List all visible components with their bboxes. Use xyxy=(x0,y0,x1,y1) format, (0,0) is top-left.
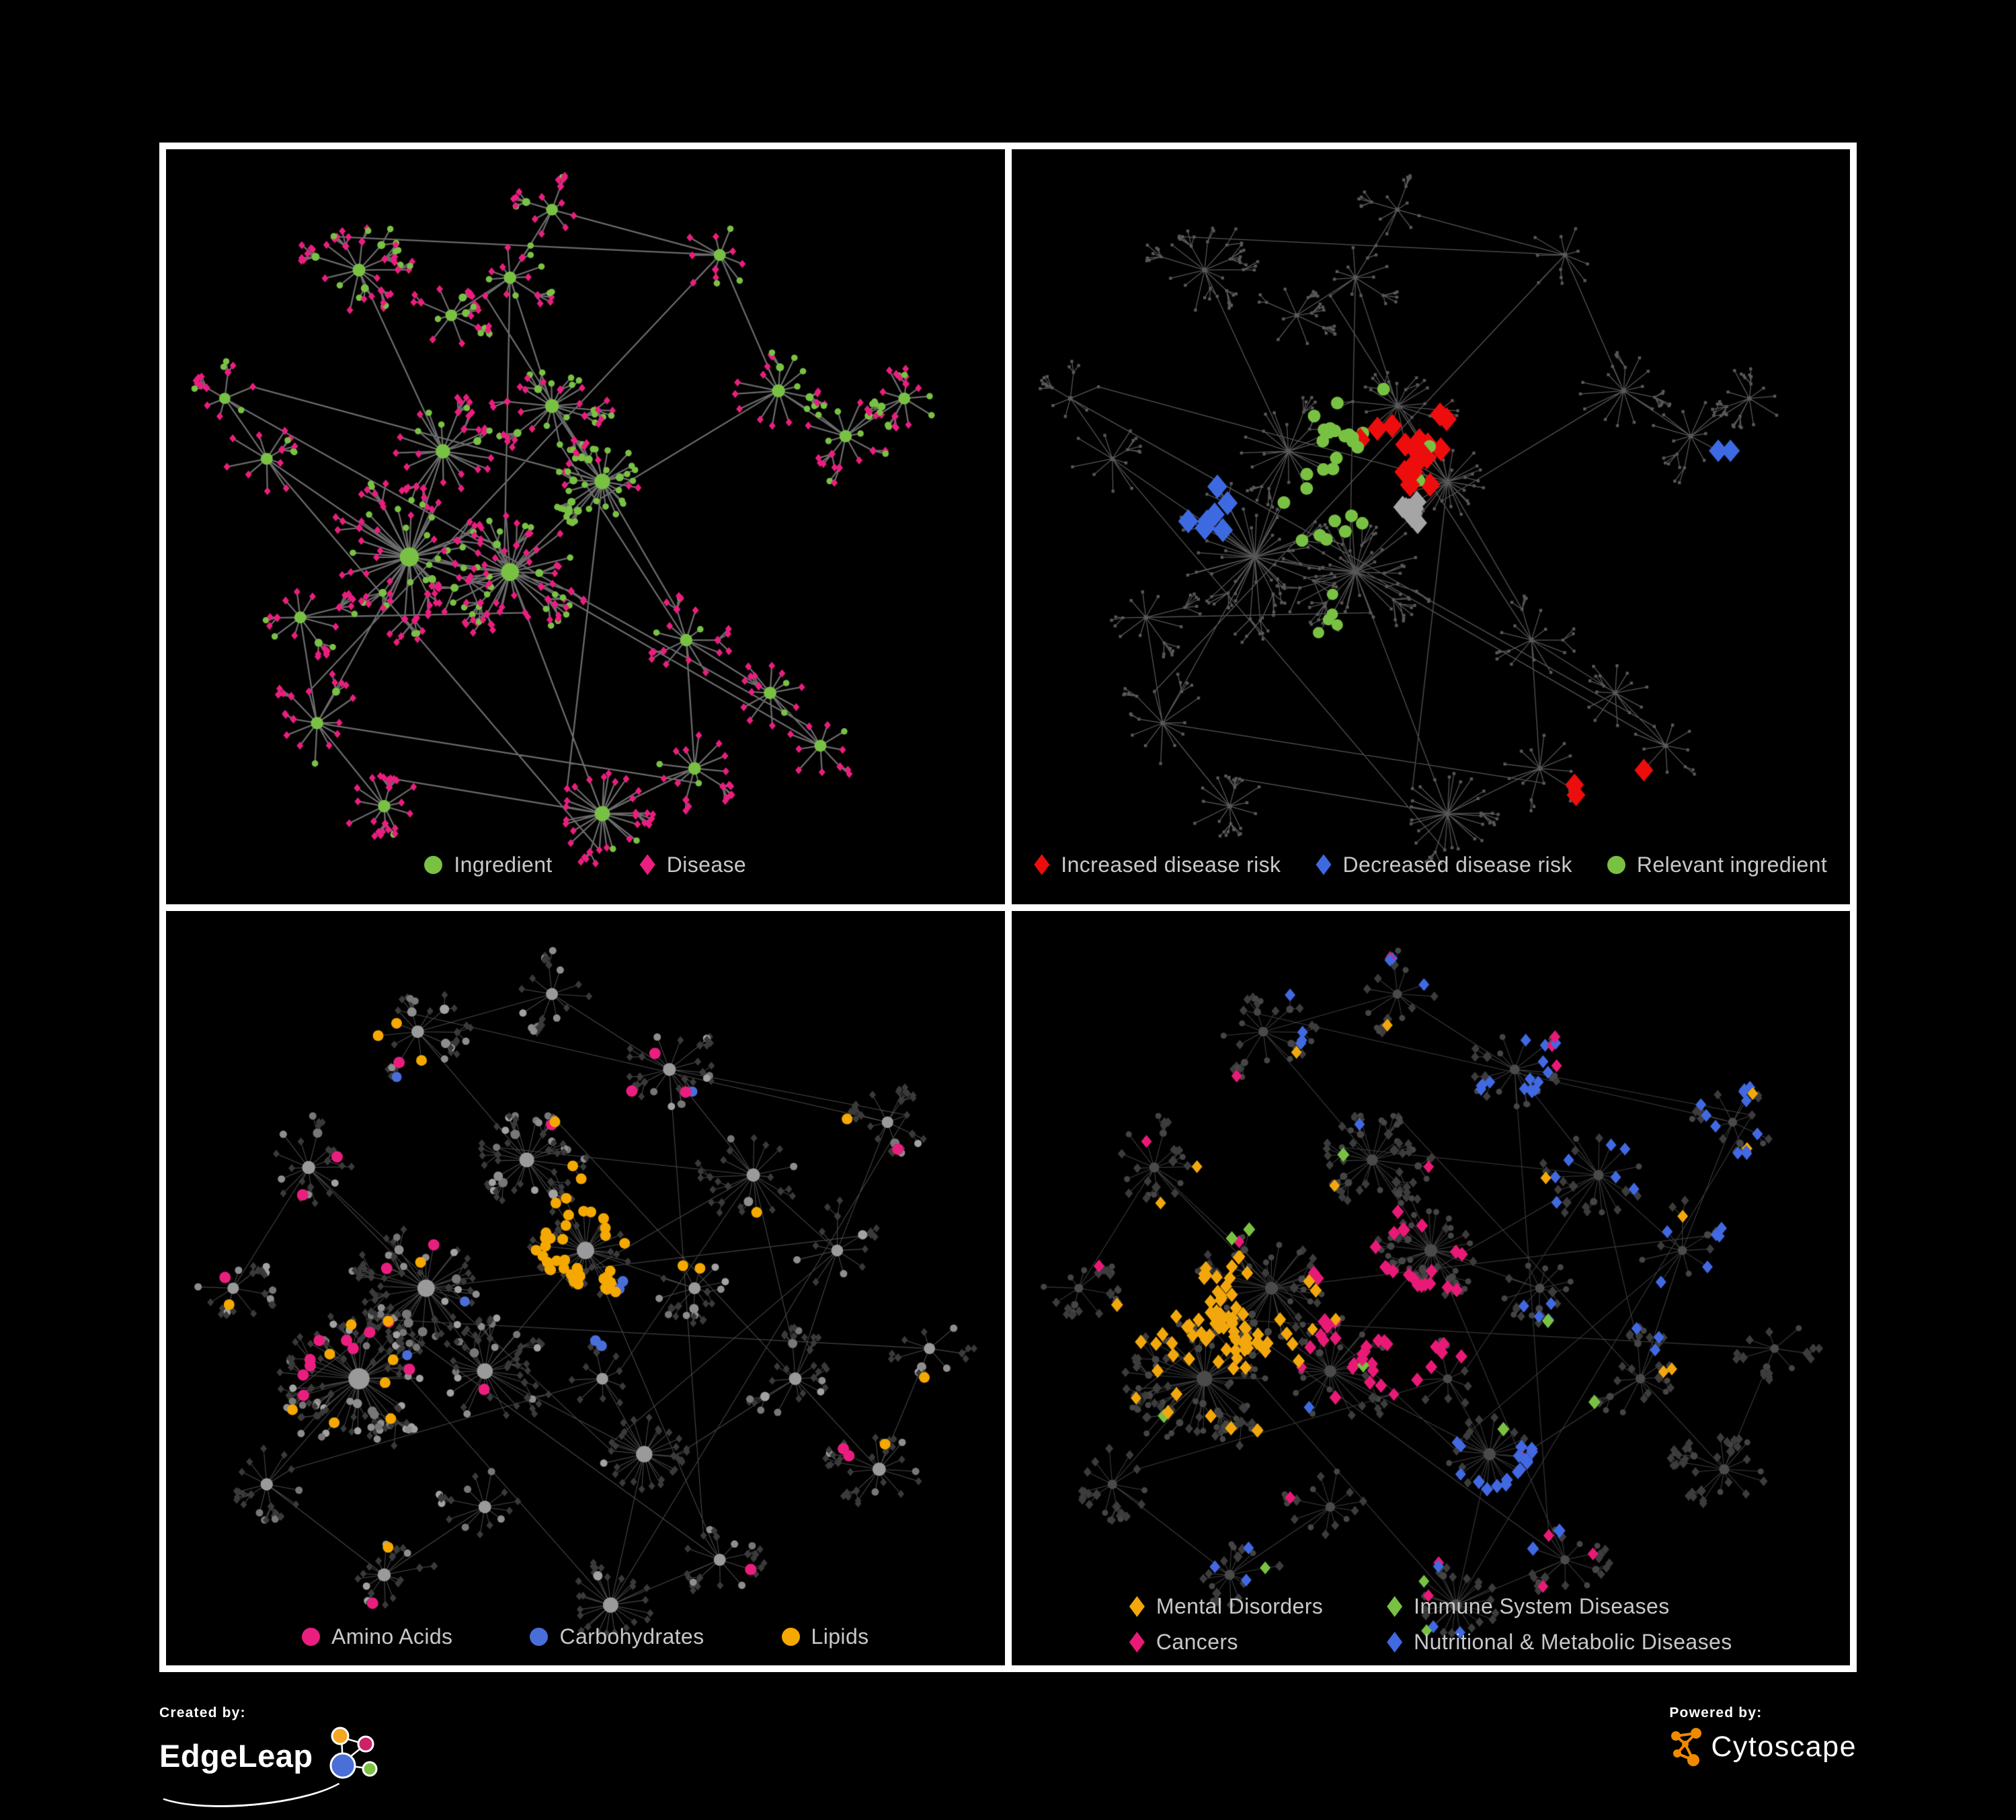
network-canvas-ingredient-categories xyxy=(166,910,1005,1665)
legend-item-decreased-risk: Decreased disease risk xyxy=(1316,853,1572,877)
network-grid-frame: Ingredient Disease Increased disease ris… xyxy=(159,143,1857,1672)
legend-label-disease: Disease xyxy=(666,852,747,877)
cytoscape-logo-icon xyxy=(1671,1728,1702,1766)
legend-label-lipids: Lipids xyxy=(811,1624,869,1649)
carbohydrates-circle-icon xyxy=(530,1628,549,1646)
legend-label-relevant-ingredient: Relevant ingredient xyxy=(1636,852,1828,877)
nutritional-diseases-diamond-icon xyxy=(1387,1632,1403,1653)
legend-label-nutritional-diseases: Nutritional & Metabolic Diseases xyxy=(1414,1630,1732,1654)
created-by-credit: Created by: EdgeLeap xyxy=(145,1705,382,1815)
lipids-circle-icon xyxy=(781,1628,800,1646)
powered-by-label: Powered by: xyxy=(1669,1705,1763,1720)
panel-disease-categories: Mental Disorders Cancers Immune System D… xyxy=(1011,910,1851,1665)
legend-label-immune-diseases: Immune System Diseases xyxy=(1414,1594,1670,1618)
legend-item-increased-risk: Increased disease risk xyxy=(1034,853,1281,877)
amino-acids-circle-icon xyxy=(301,1628,320,1646)
network-canvas-ingredient-disease xyxy=(166,149,1005,904)
relevant-ingredient-circle-icon xyxy=(1607,855,1625,874)
legend-label-carbohydrates: Carbohydrates xyxy=(559,1624,704,1649)
created-by-label: Created by: xyxy=(159,1705,246,1720)
legend-item-disease: Disease xyxy=(639,852,747,877)
legend-item-mental-disorders: Mental Disorders xyxy=(1129,1594,1323,1619)
legend-label-cancers: Cancers xyxy=(1156,1630,1238,1654)
powered-by-credit: Powered by: Cytoscape xyxy=(1669,1705,1857,1767)
legend-item-amino-acids: Amino Acids xyxy=(301,1624,453,1649)
network-canvas-disease-categories xyxy=(1011,910,1850,1665)
cytoscape-wordmark: Cytoscape xyxy=(1711,1730,1857,1763)
ingredient-circle-icon xyxy=(424,855,443,874)
edgeleap-logo-icon xyxy=(329,1727,378,1779)
panel-ingredient-categories: Amino Acids Carbohydrates Lipids xyxy=(166,910,1005,1665)
legend-disease-risk: Increased disease risk Decreased disease… xyxy=(1012,853,1851,877)
edgeleap-wordmark: EdgeLeap xyxy=(159,1737,313,1774)
legend-item-relevant-ingredient: Relevant ingredient xyxy=(1607,853,1827,877)
legend-label-increased-risk: Increased disease risk xyxy=(1061,852,1281,877)
edgeleap-brand-row: EdgeLeap xyxy=(145,1727,382,1815)
legend-label-mental-disorders: Mental Disorders xyxy=(1156,1594,1324,1618)
legend-ingredient-disease: Ingredient Disease xyxy=(166,853,1005,877)
cytoscape-brand-row: Cytoscape xyxy=(1669,1727,1857,1767)
legend-item-nutritional-diseases: Nutritional & Metabolic Diseases xyxy=(1387,1630,1732,1655)
legend-label-amino-acids: Amino Acids xyxy=(331,1624,453,1649)
decreased-risk-diamond-icon xyxy=(1316,854,1332,875)
mental-disorders-diamond-icon xyxy=(1129,1596,1145,1617)
legend-ingredient-categories: Amino Acids Carbohydrates Lipids xyxy=(166,1624,1005,1649)
legend-disease-categories: Mental Disorders Cancers Immune System D… xyxy=(1012,1594,1851,1655)
network-canvas-disease-risk xyxy=(1011,149,1850,904)
increased-risk-diamond-icon xyxy=(1034,854,1050,875)
legend-item-ingredient: Ingredient xyxy=(424,853,552,877)
cancers-diamond-icon xyxy=(1129,1632,1145,1653)
panel-disease-risk: Increased disease risk Decreased disease… xyxy=(1011,149,1851,904)
legend-label-decreased-risk: Decreased disease risk xyxy=(1342,852,1572,877)
immune-diseases-diamond-icon xyxy=(1387,1596,1403,1617)
legend-item-cancers: Cancers xyxy=(1129,1630,1323,1655)
legend-item-immune-diseases: Immune System Diseases xyxy=(1387,1594,1732,1619)
legend-item-carbohydrates: Carbohydrates xyxy=(530,1624,704,1649)
legend-label-ingredient: Ingredient xyxy=(454,852,553,877)
disease-diamond-icon xyxy=(639,854,655,875)
legend-item-lipids: Lipids xyxy=(781,1624,869,1649)
panel-ingredient-disease: Ingredient Disease xyxy=(166,149,1005,904)
